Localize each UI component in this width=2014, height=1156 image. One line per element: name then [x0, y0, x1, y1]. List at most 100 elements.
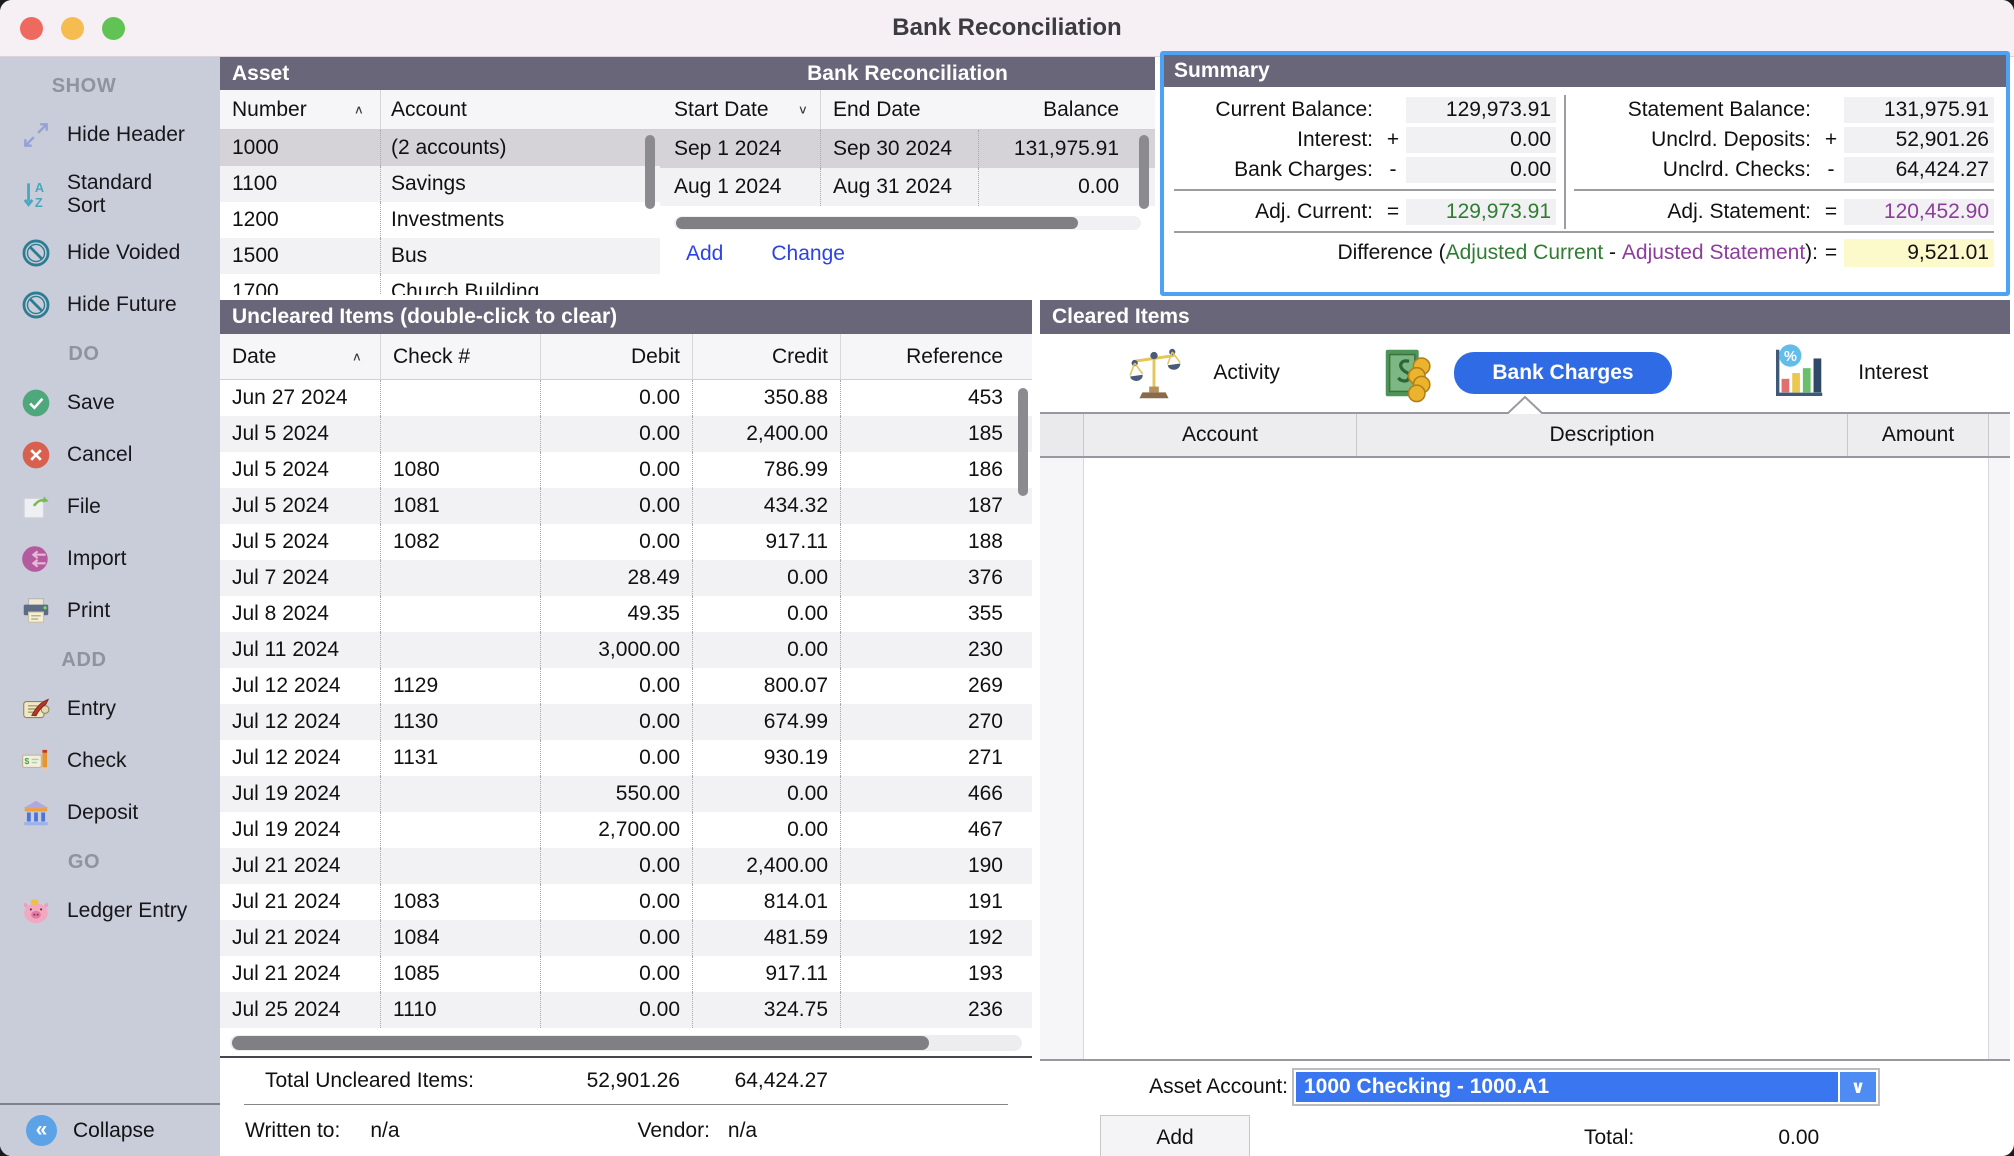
- bank-rec-horizontal-scrollbar[interactable]: [674, 216, 1141, 230]
- bank-rec-table-row[interactable]: Sep 1 2024 Sep 30 2024 131,975.91: [660, 130, 1155, 168]
- unclrd-deposits-label: Unclrd. Deposits:: [1651, 128, 1811, 151]
- cleared-items-table[interactable]: [1040, 458, 2010, 1061]
- sidebar-item-hide-future[interactable]: Hide Future: [0, 279, 220, 331]
- column-header-credit[interactable]: Credit: [692, 334, 840, 379]
- sidebar-item-hide-voided[interactable]: Hide Voided: [0, 227, 220, 279]
- add-reconciliation-link[interactable]: Add: [686, 242, 724, 265]
- asset-vertical-scrollbar[interactable]: [645, 135, 655, 209]
- reference-cell: 236: [840, 992, 1032, 1028]
- asset-table-row[interactable]: 1200 Investments: [220, 202, 660, 238]
- total-debit-value: 52,901.26: [586, 1069, 680, 1092]
- sidebar-item-save[interactable]: Save: [0, 377, 220, 429]
- column-header-end-date[interactable]: End Date: [820, 90, 978, 129]
- divider: [1574, 189, 1994, 191]
- zoom-button[interactable]: [102, 17, 125, 40]
- check-number-cell: 1081: [380, 488, 540, 524]
- column-header-start-date[interactable]: Start Date ∨: [674, 97, 808, 121]
- sidebar-item-hide-header[interactable]: Hide Header: [0, 109, 220, 161]
- tab-interest[interactable]: % Interest: [1687, 342, 2010, 404]
- debit-cell: 550.00: [540, 776, 692, 812]
- date-cell: Jul 21 2024: [232, 890, 341, 913]
- sidebar-item-deposit[interactable]: Deposit: [0, 787, 220, 839]
- check-number-cell: 1129: [380, 668, 540, 704]
- sidebar-item-ledger-entry[interactable]: Ledger Entry: [0, 885, 220, 937]
- uncleared-item-row[interactable]: Jul 7 2024 28.49 0.00 376: [220, 560, 1032, 596]
- uncleared-item-row[interactable]: Jul 5 2024 1082 0.00 917.11 188: [220, 524, 1032, 560]
- uncleared-item-row[interactable]: Jul 5 2024 1080 0.00 786.99 186: [220, 452, 1032, 488]
- sort-az-icon: AZ: [23, 180, 44, 210]
- uncleared-item-row[interactable]: Jul 8 2024 49.35 0.00 355: [220, 596, 1032, 632]
- sidebar-collapse-button[interactable]: « Collapse: [0, 1103, 220, 1156]
- check-number-cell: [380, 416, 540, 452]
- cleared-vertical-scrollbar-track[interactable]: [1988, 458, 2010, 1059]
- traffic-lights: [20, 17, 125, 40]
- column-header-account[interactable]: Account: [380, 90, 660, 129]
- close-button[interactable]: [20, 17, 43, 40]
- reference-cell: 192: [840, 920, 1032, 956]
- minimize-button[interactable]: [61, 17, 84, 40]
- column-header-number[interactable]: Number ∧: [232, 97, 364, 121]
- sidebar-item-print[interactable]: Print: [0, 585, 220, 637]
- bank-reconciliation-panel-title: Bank Reconciliation: [660, 57, 1155, 90]
- sidebar-item-import[interactable]: Import: [0, 533, 220, 585]
- uncleared-item-row[interactable]: Jul 21 2024 1084 0.00 481.59 192: [220, 920, 1032, 956]
- uncleared-item-row[interactable]: Jul 25 2024 1110 0.00 324.75 236: [220, 992, 1032, 1028]
- column-header-check-number[interactable]: Check #: [380, 334, 540, 379]
- uncleared-item-row[interactable]: Jul 12 2024 1129 0.00 800.07 269: [220, 668, 1032, 704]
- column-header-description[interactable]: Description: [1356, 414, 1848, 456]
- written-to-label: Written to:: [245, 1118, 341, 1142]
- bank-rec-table-row[interactable]: Aug 1 2024 Aug 31 2024 0.00: [660, 168, 1155, 206]
- uncleared-item-row[interactable]: Jul 19 2024 550.00 0.00 466: [220, 776, 1032, 812]
- totals-label: Total Uncleared Items:: [265, 1069, 474, 1092]
- svg-text:Z: Z: [35, 195, 43, 210]
- check-number-cell: 1131: [380, 740, 540, 776]
- uncleared-item-row[interactable]: Jul 21 2024 0.00 2,400.00 190: [220, 848, 1032, 884]
- add-cleared-item-button[interactable]: Add: [1100, 1115, 1250, 1156]
- column-header-account[interactable]: Account: [1182, 423, 1258, 446]
- column-header-amount[interactable]: Amount: [1881, 423, 1955, 446]
- sidebar-item-entry[interactable]: Entry: [0, 683, 220, 735]
- uncleared-item-row[interactable]: Jul 5 2024 1081 0.00 434.32 187: [220, 488, 1032, 524]
- uncleared-items-title: Uncleared Items (double-click to clear): [220, 300, 1032, 334]
- chevron-down-icon[interactable]: ∨: [1840, 1072, 1876, 1102]
- asset-table-row[interactable]: 1000 (2 accounts): [220, 130, 660, 166]
- uncleared-item-row[interactable]: Jul 12 2024 1131 0.00 930.19 271: [220, 740, 1032, 776]
- column-header-date[interactable]: Date ∧: [232, 344, 362, 368]
- uncleared-horizontal-scrollbar[interactable]: [230, 1035, 1022, 1051]
- sidebar-item-file[interactable]: File: [0, 481, 220, 533]
- bank-rec-vertical-scrollbar[interactable]: [1139, 135, 1149, 209]
- uncleared-item-row[interactable]: Jul 21 2024 1085 0.00 917.11 193: [220, 956, 1032, 992]
- asset-table-row[interactable]: 1500 Bus: [220, 238, 660, 274]
- change-reconciliation-link[interactable]: Change: [771, 242, 845, 265]
- sidebar-item-cancel[interactable]: Cancel: [0, 429, 220, 481]
- debit-cell: 0.00: [540, 380, 692, 416]
- uncleared-item-row[interactable]: Jul 19 2024 2,700.00 0.00 467: [220, 812, 1032, 848]
- date-cell: Jul 11 2024: [232, 638, 340, 661]
- asset-account-cell: Bus: [380, 238, 660, 274]
- uncleared-item-row[interactable]: Jul 21 2024 1083 0.00 814.01 191: [220, 884, 1032, 920]
- uncleared-item-row[interactable]: Jul 11 2024 3,000.00 0.00 230: [220, 632, 1032, 668]
- sidebar-item-check[interactable]: $ Check: [0, 735, 220, 787]
- sidebar-item-label: Check: [67, 749, 127, 773]
- asset-table-row[interactable]: 1100 Savings: [220, 166, 660, 202]
- asset-table-row[interactable]: 1700 Church Building: [220, 274, 660, 295]
- credit-cell: 814.01: [692, 884, 840, 920]
- reference-cell: 467: [840, 812, 1032, 848]
- uncleared-item-row[interactable]: Jun 27 2024 0.00 350.88 453: [220, 380, 1032, 416]
- uncleared-item-row[interactable]: Jul 5 2024 0.00 2,400.00 185: [220, 416, 1032, 452]
- column-header-reference[interactable]: Reference: [840, 334, 1032, 379]
- chevron-down-icon: ∨: [797, 102, 808, 116]
- uncleared-vertical-scrollbar[interactable]: [1018, 388, 1028, 496]
- tab-interest-label: Interest: [1858, 361, 1929, 384]
- asset-account-select[interactable]: 1000 Checking - 1000.A1 ∨: [1292, 1068, 1880, 1106]
- debit-cell: 2,700.00: [540, 812, 692, 848]
- column-header-balance[interactable]: Balance: [1043, 97, 1119, 121]
- uncleared-item-row[interactable]: Jul 12 2024 1130 0.00 674.99 270: [220, 704, 1032, 740]
- debit-cell: 28.49: [540, 560, 692, 596]
- tab-bank-charges[interactable]: Bank Charges: [1363, 342, 1686, 404]
- tab-activity[interactable]: Activity: [1040, 342, 1363, 404]
- column-header-debit[interactable]: Debit: [540, 334, 692, 379]
- credit-cell: 674.99: [692, 704, 840, 740]
- debit-cell: 0.00: [540, 956, 692, 992]
